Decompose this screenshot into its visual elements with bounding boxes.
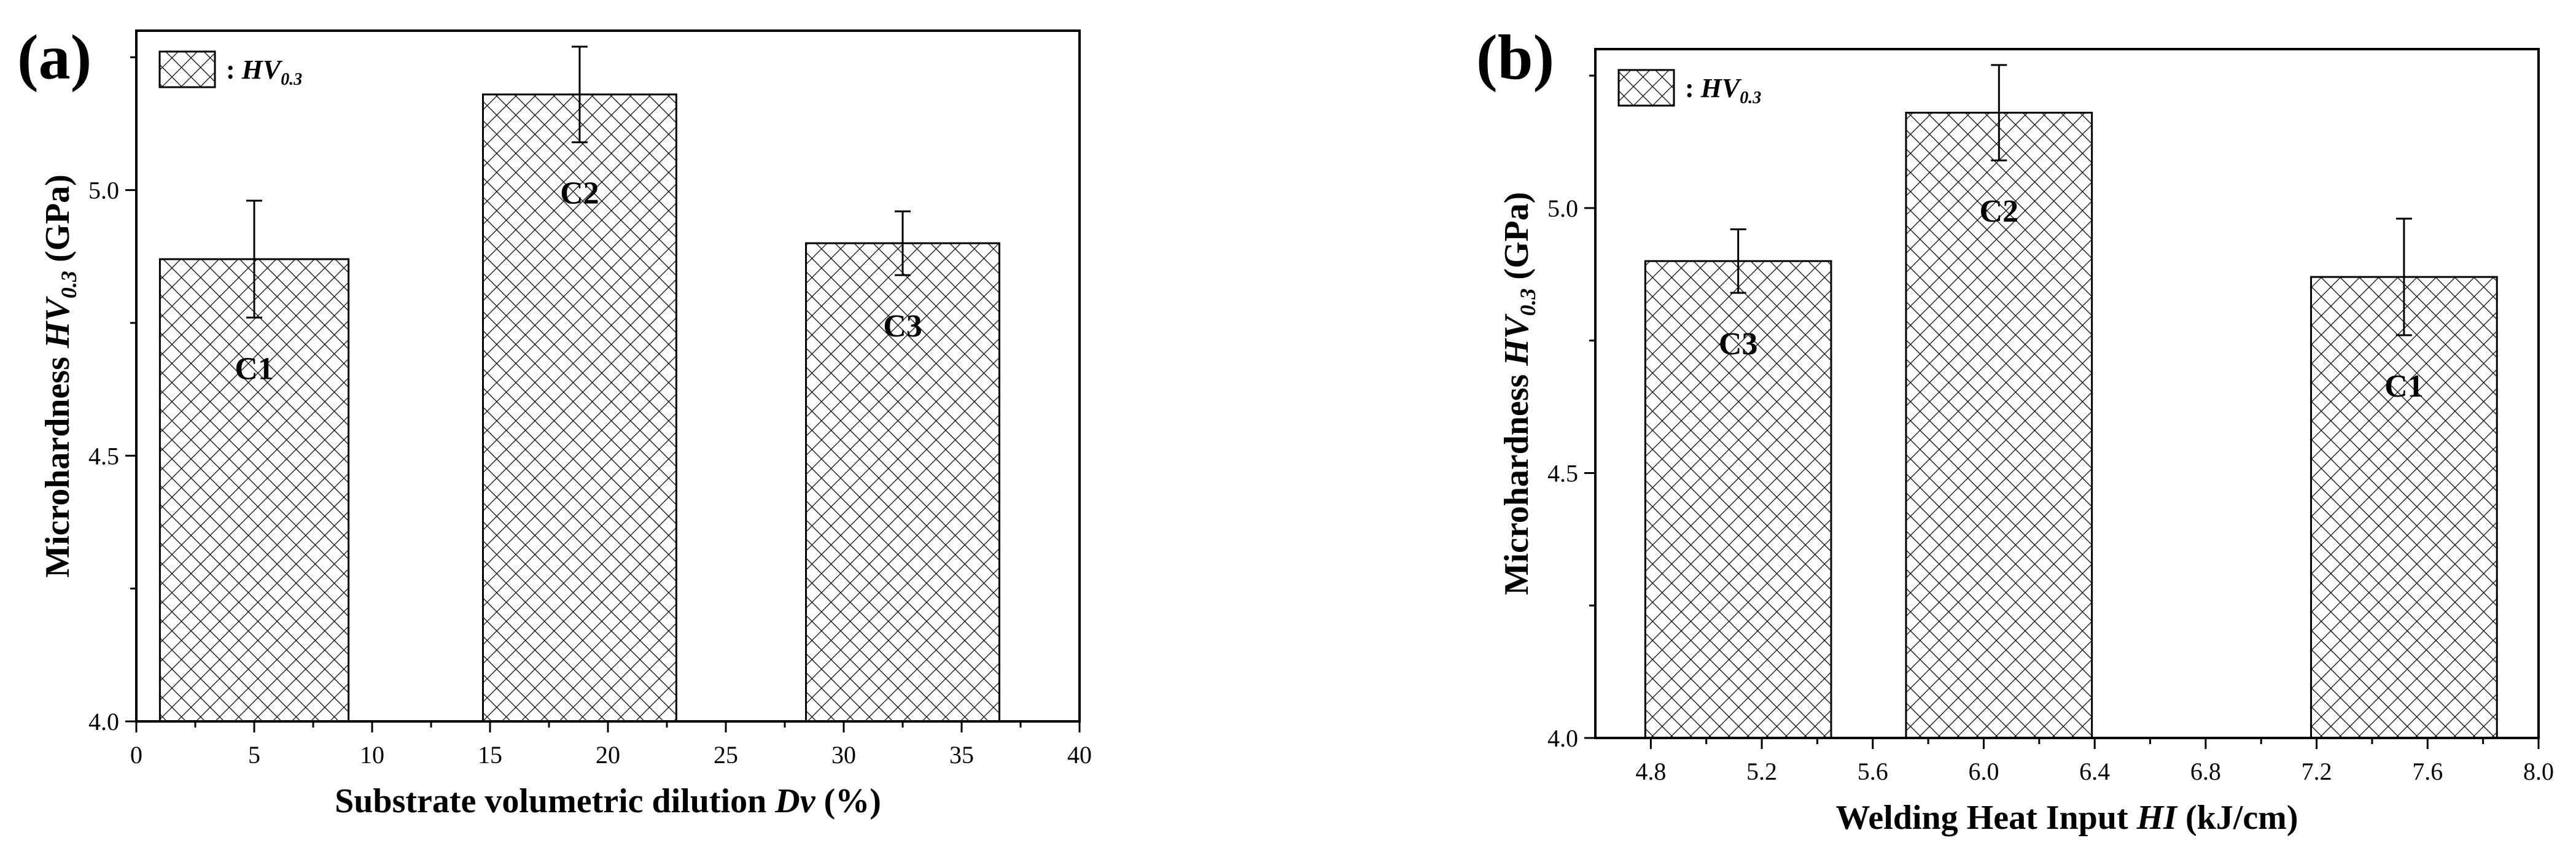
y-tick-label: 5.0 — [1547, 195, 1578, 222]
x-tick-label: 0 — [130, 741, 142, 769]
x-tick-label: 8.0 — [2523, 758, 2554, 785]
y-tick-label: 4.0 — [88, 708, 119, 736]
x-tick-label: 5 — [248, 741, 260, 769]
x-tick-label: 6.0 — [1968, 758, 1999, 785]
legend: : HV0.3 — [158, 50, 302, 89]
bar-label-c3: C3 — [883, 309, 922, 344]
x-axis-title: Substrate volumetric dilution Dv (%) — [335, 782, 881, 820]
x-tick-label: 15 — [478, 741, 502, 769]
error-bar-c3 — [895, 210, 911, 276]
bar-label-c1: C1 — [2384, 369, 2424, 404]
error-bar-c3 — [1730, 228, 1746, 294]
x-tick-label: 6.4 — [2079, 758, 2110, 785]
x-tick-label: 10 — [360, 741, 384, 769]
bar-c1 — [158, 258, 350, 723]
bar-label-c3: C3 — [1719, 327, 1758, 362]
bar-c2 — [481, 93, 677, 723]
error-bar-c1 — [2395, 217, 2412, 336]
y-tick-label: 4.5 — [1547, 459, 1578, 487]
x-tick-label: 40 — [1067, 741, 1092, 769]
y-axis-title: Microhardness HV0.3 (GPa) — [39, 174, 81, 578]
error-bar-c2 — [571, 45, 588, 144]
panel-b-chart: (b) C3 C2 C1 4.8 5.2 5.6 6.0 6.4 6.8 7.2 7.6 8.0 4.0 4… — [1476, 22, 2554, 837]
bar-c3 — [805, 242, 1000, 723]
plot-frame — [1594, 48, 2540, 739]
error-bar-c1 — [246, 200, 262, 319]
y-tick-label: 4.5 — [88, 442, 119, 470]
error-bar-c2 — [1991, 64, 2007, 161]
bar-c3 — [1644, 260, 1832, 739]
legend-swatch — [1617, 69, 1675, 107]
x-tick-label: 35 — [949, 741, 974, 769]
panel-letter: (a) — [17, 22, 91, 93]
bar-label-c1: C1 — [235, 351, 274, 386]
x-tick-label: 6.8 — [2190, 758, 2221, 785]
legend-label: : HV0.3 — [1685, 73, 1761, 107]
bar-c2 — [1905, 112, 2093, 739]
legend: : HV0.3 — [1617, 69, 1761, 107]
panel-letter: (b) — [1476, 22, 1554, 93]
bar-label-c2: C2 — [560, 176, 599, 211]
x-tick-label: 20 — [596, 741, 620, 769]
x-tick-label: 7.2 — [2302, 758, 2332, 785]
legend-label: : HV0.3 — [226, 55, 302, 89]
x-tick-label: 5.2 — [1746, 758, 1777, 785]
y-axis-title: Microhardness HV0.3 (GPa) — [1498, 192, 1540, 596]
x-axis-title: Welding Heat Input HI (kJ/cm) — [1836, 799, 2298, 837]
x-tick-label: 4.8 — [1635, 758, 1666, 785]
x-tick-label: 30 — [831, 741, 856, 769]
x-tick-label: 5.6 — [1858, 758, 1888, 785]
panel-a-chart: (a) C1 C2 C3 0 5 10 15 20 25 30 35 40 4.0 4.5 5.0 Substr… — [17, 22, 1092, 820]
legend-swatch — [158, 50, 216, 88]
y-tick-label: 4.0 — [1547, 724, 1578, 752]
bar-label-c2: C2 — [1980, 194, 2019, 229]
y-tick-label: 5.0 — [88, 177, 119, 204]
x-tick-label: 25 — [714, 741, 738, 769]
x-tick-label: 7.6 — [2412, 758, 2443, 785]
bar-c1 — [2310, 276, 2498, 739]
